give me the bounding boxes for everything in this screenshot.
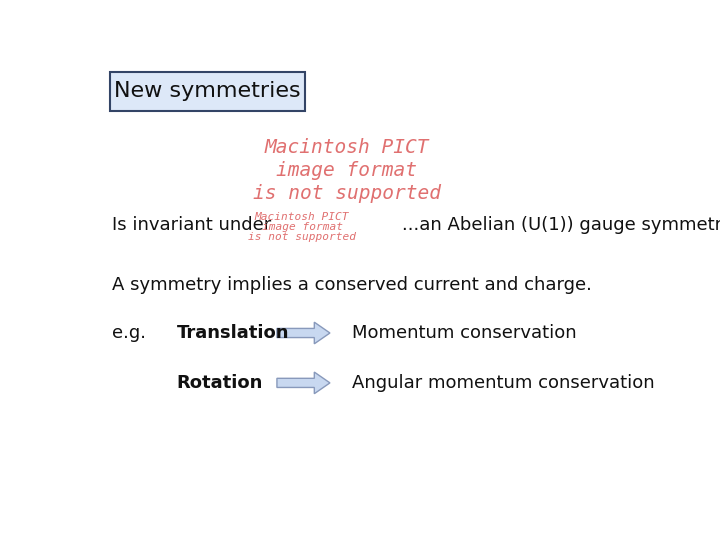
Text: A symmetry implies a conserved current and charge.: A symmetry implies a conserved current a… xyxy=(112,276,592,294)
Text: is not supported: is not supported xyxy=(253,184,441,203)
Text: New symmetries: New symmetries xyxy=(114,82,300,102)
FancyBboxPatch shape xyxy=(109,72,305,111)
Text: Rotation: Rotation xyxy=(176,374,263,392)
Text: Translation: Translation xyxy=(176,324,289,342)
Text: image format: image format xyxy=(276,161,417,180)
Text: Momentum conservation: Momentum conservation xyxy=(352,324,577,342)
Text: Macintosh PICT: Macintosh PICT xyxy=(255,212,349,221)
FancyArrow shape xyxy=(277,372,330,394)
Text: ...an Abelian (U(1)) gauge symmetry: ...an Abelian (U(1)) gauge symmetry xyxy=(402,216,720,234)
Text: Is invariant under: Is invariant under xyxy=(112,216,271,234)
Text: Macintosh PICT: Macintosh PICT xyxy=(264,138,429,158)
FancyArrow shape xyxy=(277,322,330,344)
Text: e.g.: e.g. xyxy=(112,324,146,342)
Text: is not supported: is not supported xyxy=(248,232,356,242)
Text: Angular momentum conservation: Angular momentum conservation xyxy=(352,374,655,392)
Text: image format: image format xyxy=(261,222,343,232)
